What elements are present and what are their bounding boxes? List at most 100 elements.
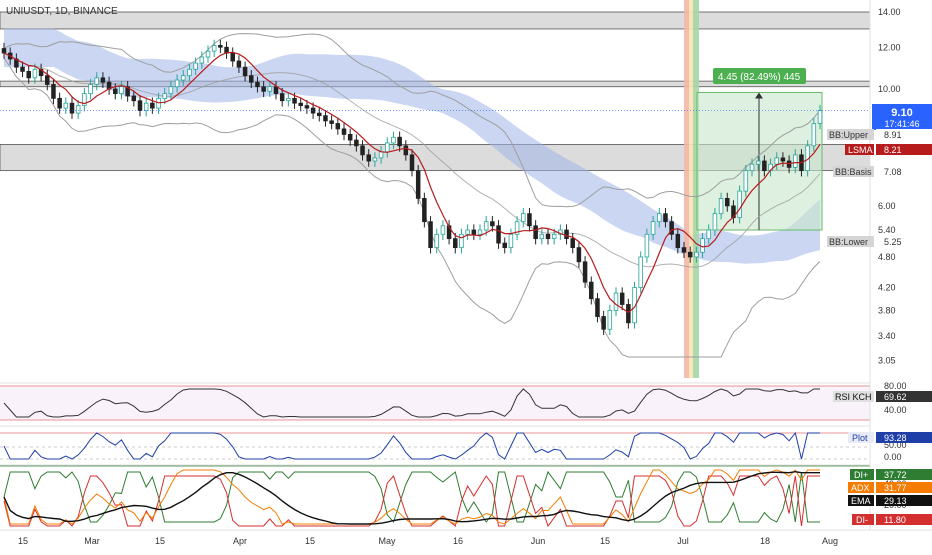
candle	[502, 237, 507, 254]
candle-body	[242, 66, 248, 77]
candle	[453, 232, 458, 254]
lsma-name: LSMA	[848, 145, 873, 155]
ema-value-box	[876, 495, 932, 506]
candle-body	[681, 247, 687, 253]
price-tick: 4.80	[878, 252, 896, 262]
candle	[187, 63, 192, 82]
time-axis[interactable]: 15 Mar 15 Apr 15 May 16 Jun 15 Jul 18 Aug	[18, 536, 838, 546]
candle	[397, 131, 402, 152]
bb-lower-name: BB:Lower	[829, 237, 868, 247]
rsi-value-box	[876, 391, 932, 402]
candle-body	[397, 136, 402, 147]
chart-title: UNIUSDT, 1D, BINANCE	[6, 6, 118, 17]
indicator-labels: 9.10 17:41:46 BB:Upper 8.91 LSMA 8.21 BB…	[827, 104, 932, 525]
candle	[193, 57, 198, 76]
candle-body	[749, 163, 755, 172]
candle-body	[211, 44, 217, 52]
candle-body	[755, 160, 761, 165]
candle-body	[341, 128, 347, 135]
candle	[477, 224, 483, 241]
candle	[780, 152, 786, 167]
candle	[687, 246, 693, 263]
bb-basis-tag	[833, 166, 874, 177]
price-axis[interactable]: 14.00 12.00 10.00 6.00 5.40 4.80 4.20 3.80 3.40 3…	[878, 7, 901, 366]
candle	[725, 192, 730, 212]
candle	[619, 287, 625, 311]
highlight-band-red	[684, 0, 689, 378]
sub-axis-tick: 0.00	[884, 452, 902, 462]
bb-upper-value-box	[876, 129, 932, 140]
candle-body	[780, 157, 786, 162]
cloud-area	[4, 28, 820, 264]
candle-body	[595, 298, 600, 317]
candle-body	[589, 281, 594, 300]
bb-basis-value: 7.08	[884, 167, 902, 177]
candle-body	[218, 44, 223, 48]
plot-tag	[848, 432, 874, 443]
candle-body	[465, 229, 470, 235]
candle	[514, 216, 520, 241]
price-label-box	[872, 104, 932, 130]
bb-upper-line	[3, 33, 821, 208]
candle-body	[205, 50, 211, 58]
lsma-value: 8.21	[884, 145, 902, 155]
candle	[38, 63, 44, 82]
candle-body	[570, 238, 575, 249]
price-tick: 12.00	[878, 42, 901, 52]
candle-body	[508, 233, 514, 249]
bb-upper-tag	[827, 129, 874, 140]
time-tick: Jul	[677, 536, 689, 546]
adx-tag	[848, 482, 874, 493]
candle	[261, 81, 266, 98]
candle-body	[626, 304, 631, 324]
bb-lower-line	[3, 57, 821, 358]
price-tick: 4.20	[878, 283, 896, 293]
plot-value-box	[876, 432, 932, 443]
bb-lower-value: 5.25	[884, 237, 902, 247]
candle	[595, 293, 600, 323]
candle	[354, 134, 359, 152]
candle-body	[793, 154, 798, 168]
di-plus-value-box	[876, 469, 932, 480]
candle	[570, 232, 575, 254]
candle	[737, 185, 742, 224]
candle	[607, 304, 613, 336]
zone-0[interactable]	[0, 11, 871, 30]
candle-body	[539, 233, 545, 240]
candle	[496, 220, 501, 249]
time-tick: 15	[600, 536, 610, 546]
candle-body	[453, 238, 458, 249]
candle	[168, 81, 174, 100]
candle-body	[533, 225, 538, 240]
candle	[341, 123, 347, 141]
candle-body	[199, 56, 205, 64]
candle-body	[75, 105, 81, 114]
candle-body	[694, 251, 699, 258]
time-tick: Jun	[531, 536, 546, 546]
measure-label-box	[713, 68, 806, 84]
rsi-tag	[833, 391, 874, 402]
candle-body	[434, 233, 439, 249]
candle	[422, 192, 427, 228]
candle-body	[82, 93, 87, 107]
candle	[230, 47, 235, 67]
candle	[1, 42, 7, 59]
sub-axis-tick: 80.00	[884, 381, 907, 391]
candle-body	[20, 66, 25, 72]
candle-body	[119, 86, 124, 95]
candle-body	[32, 68, 38, 79]
rsi-band	[0, 386, 870, 420]
candle-body	[230, 52, 235, 62]
time-tick: Aug	[822, 536, 838, 546]
candle-body	[669, 221, 674, 235]
candle-body	[69, 102, 75, 114]
candle	[706, 224, 711, 245]
candle-body	[817, 110, 823, 124]
candle	[88, 78, 93, 100]
candle-body	[650, 221, 656, 235]
candle	[718, 192, 724, 220]
time-tick: 15	[155, 536, 165, 546]
candle	[638, 251, 643, 294]
bb-upper-value: 8.91	[884, 130, 902, 140]
